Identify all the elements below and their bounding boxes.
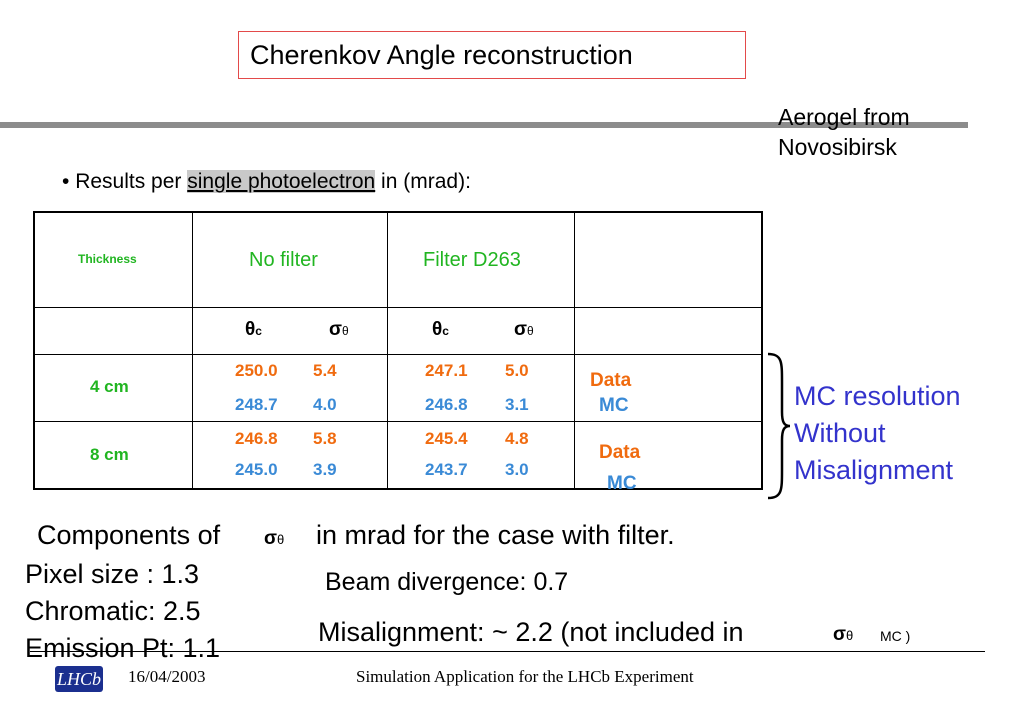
label-data: Data — [599, 442, 641, 463]
mc-resolution-line-1: MC resolution — [794, 381, 961, 411]
component-chromatic: Chromatic: 2.5 — [25, 596, 201, 626]
footer-caption: Simulation Application for the LHCb Expe… — [356, 667, 694, 686]
aerogel-note: Aerogel from Novosibirsk — [778, 102, 910, 162]
cell-value: 4.0 — [313, 395, 337, 414]
aerogel-line-2: Novosibirsk — [778, 134, 897, 160]
lhcb-logo: LHCb — [55, 666, 103, 692]
bullet-marker: • — [62, 170, 70, 193]
results-bullet: • Results per single photoelectron in (m… — [62, 170, 471, 194]
misalign-sigma: σθ — [833, 624, 854, 645]
row-thickness-8cm: 8 cm — [90, 445, 129, 464]
component-pixel: Pixel size : 1.3 — [25, 559, 200, 589]
curly-brace-icon — [767, 352, 791, 500]
bullet-suffix: in (mrad): — [375, 170, 471, 193]
footer-divider — [30, 651, 985, 652]
footer-date: 16/04/2003 — [128, 667, 206, 686]
components-intro: Components of — [37, 520, 221, 550]
mc-resolution-line-2: Without — [794, 418, 886, 448]
components-sigma: σθ — [264, 528, 285, 549]
cell-value: 248.7 — [235, 395, 278, 414]
symbol-sigma-theta: σθ — [329, 319, 349, 340]
mc-resolution-note: MC resolution Without Misalignment — [794, 378, 961, 489]
cell-value: 4.8 — [505, 429, 529, 448]
header-no-filter: No filter — [249, 249, 318, 271]
cell-value: 5.0 — [505, 361, 529, 380]
component-emission: Emission Pt: 1.1 — [25, 633, 221, 663]
cell-value: 247.1 — [425, 361, 468, 380]
table-col-divider — [387, 213, 388, 488]
page-title: Cherenkov Angle reconstruction — [250, 40, 633, 70]
table-col-divider — [574, 213, 575, 488]
components-rest: in mrad for the case with filter. — [316, 520, 675, 550]
table-row-divider — [35, 307, 761, 308]
bullet-highlight: single photoelectron — [187, 170, 376, 193]
cell-value: 245.4 — [425, 429, 468, 448]
title-box: Cherenkov Angle reconstruction — [238, 31, 746, 79]
cell-value: 3.0 — [505, 460, 529, 479]
label-data: Data — [590, 370, 632, 391]
component-beam: Beam divergence: 0.7 — [325, 568, 569, 596]
cell-value: 3.1 — [505, 395, 529, 414]
mc-resolution-line-3: Misalignment — [794, 455, 954, 485]
top-divider — [0, 122, 968, 128]
header-thickness: Thickness — [78, 252, 137, 266]
cell-value: 246.8 — [425, 395, 468, 414]
table-row-divider — [35, 421, 761, 422]
cell-value: 3.9 — [313, 460, 337, 479]
misalign-suffix: MC ) — [880, 628, 911, 644]
cell-value: 250.0 — [235, 361, 278, 380]
cell-value: 246.8 — [235, 429, 278, 448]
results-table: Thickness No filter Filter D263 θc σθ θc… — [33, 211, 763, 490]
cell-value: 243.7 — [425, 460, 468, 479]
cell-value: 5.8 — [313, 429, 337, 448]
symbol-theta-c: θc — [245, 319, 262, 340]
row-thickness-4cm: 4 cm — [90, 377, 129, 396]
table-row-divider — [35, 354, 761, 355]
label-mc: MC — [599, 395, 629, 416]
cell-value: 5.4 — [313, 361, 337, 380]
bullet-prefix: Results per — [75, 170, 188, 193]
header-filter-d263: Filter D263 — [423, 249, 521, 271]
aerogel-line-1: Aerogel from — [778, 104, 910, 130]
component-misalign-prefix: Misalignment: ~ 2.2 (not included in — [318, 617, 744, 647]
symbol-theta-c: θc — [432, 319, 449, 340]
table-col-divider — [192, 213, 193, 488]
symbol-sigma-theta: σθ — [514, 319, 534, 340]
label-mc: MC — [607, 473, 637, 494]
cell-value: 245.0 — [235, 460, 278, 479]
